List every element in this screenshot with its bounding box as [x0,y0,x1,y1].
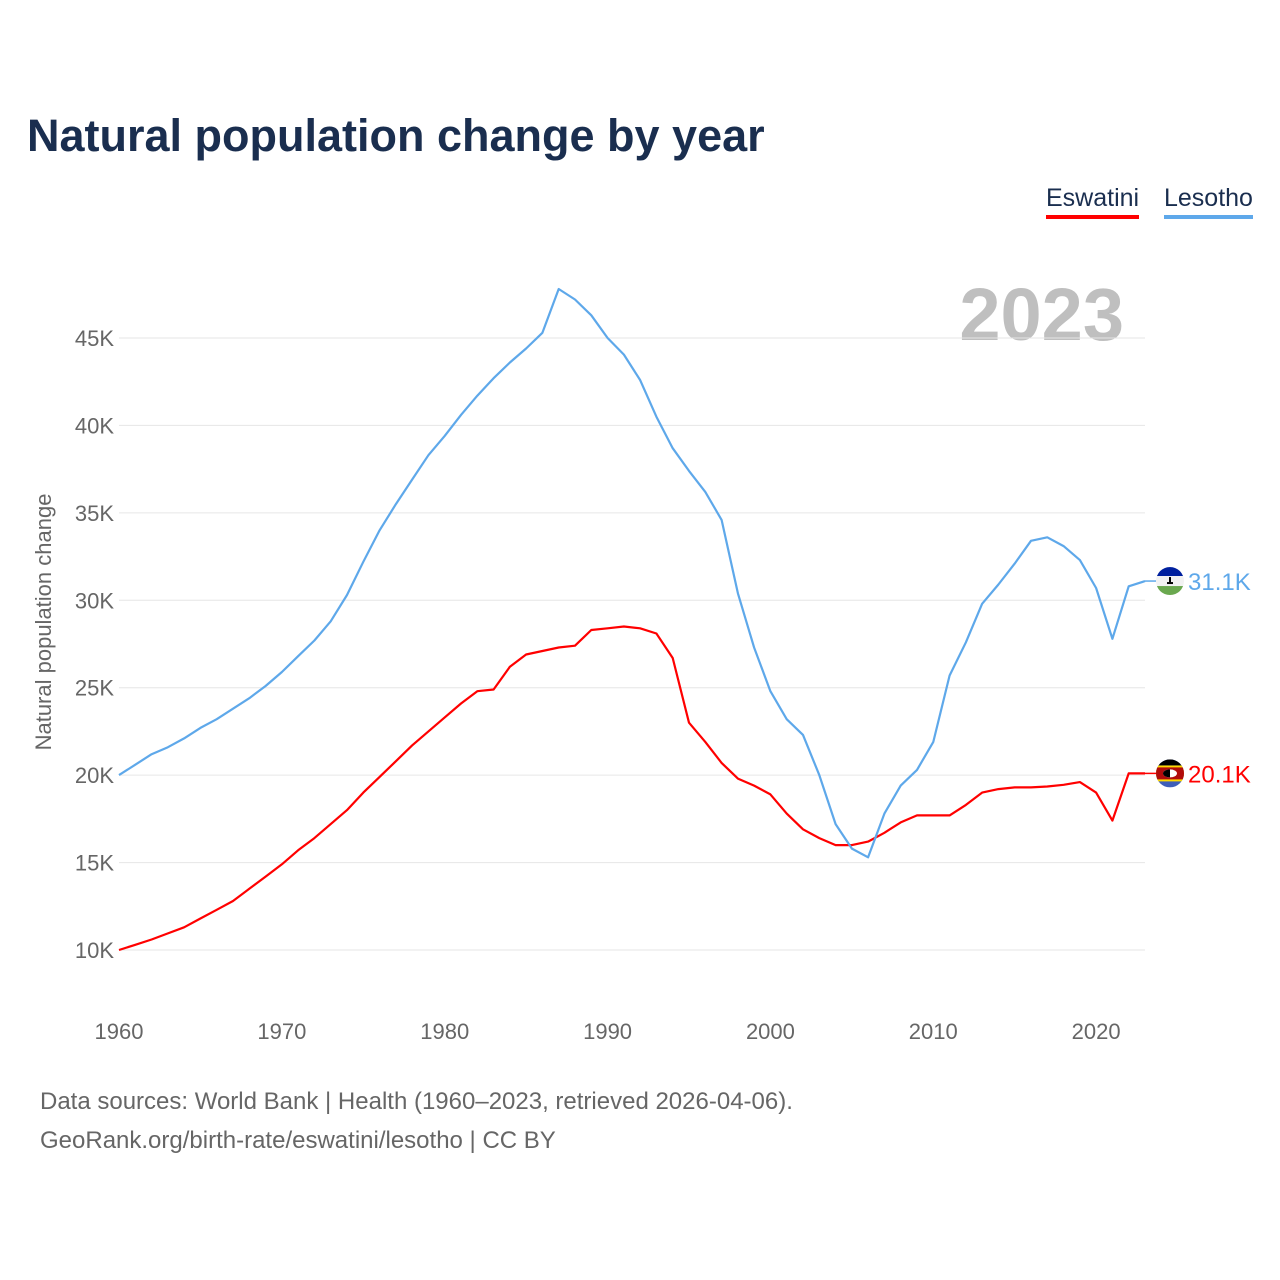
y-tick-label: 35K [75,501,114,526]
y-tick-label: 25K [75,676,114,701]
legend-item-lesotho[interactable]: Lesotho [1164,184,1253,219]
source-url: GeoRank.org/birth-rate/eswatini/lesotho … [40,1127,556,1154]
y-tick-label: 45K [75,326,114,351]
y-tick-label: 20K [75,763,114,788]
end-value-label: 20.1K [1188,761,1251,788]
x-tick-label: 1990 [583,1019,632,1044]
x-tick-label: 1960 [95,1019,144,1044]
chart-title: Natural population change by year [27,110,765,161]
x-tick-label: 2000 [746,1019,795,1044]
series-line-eswatini [118,625,1145,952]
x-tick-label: 1980 [420,1019,469,1044]
x-tick-label: 2010 [909,1019,958,1044]
y-tick-label: 30K [75,588,114,613]
y-tick-label: 15K [75,851,114,876]
y-axis-label: Natural population change [31,494,56,751]
end-value-label: 31.1K [1188,569,1251,596]
x-tick-label: 1970 [257,1019,306,1044]
y-tick-label: 10K [75,938,114,963]
legend-item-eswatini[interactable]: Eswatini [1046,184,1140,219]
eswatini-flag-icon [1156,759,1184,788]
y-tick-label: 40K [75,413,114,438]
year-annotation: 2023 [959,273,1124,356]
lesotho-flag-icon [1156,567,1184,596]
series-line-lesotho [118,287,1146,859]
x-tick-label: 2020 [1072,1019,1121,1044]
source-note: Data sources: World Bank | Health (1960–… [40,1088,793,1115]
